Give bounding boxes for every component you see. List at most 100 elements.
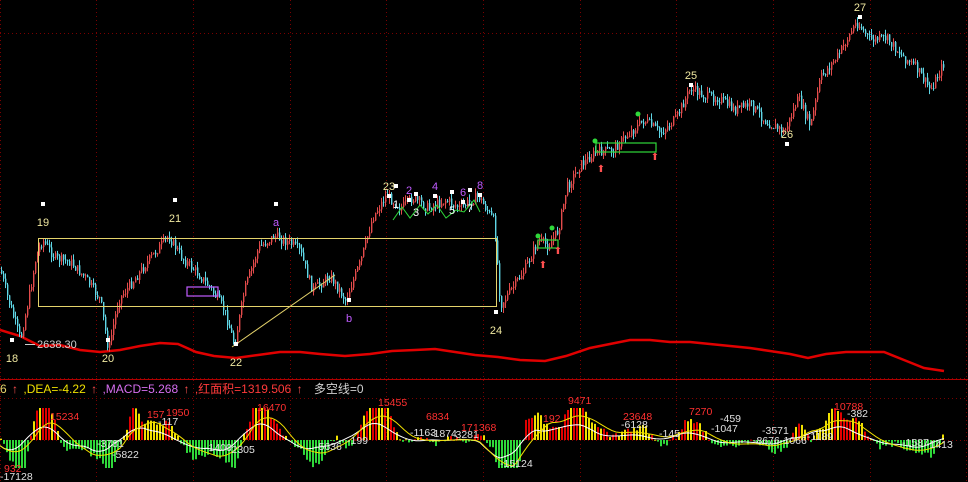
candle-body [169,237,171,242]
candle-body [247,277,249,283]
candle-body [197,267,199,276]
macd-bar [126,429,128,440]
candle-body [127,287,129,294]
candle-body [631,130,633,136]
candle-body [281,240,283,244]
candle-body [477,193,479,197]
macd-bar [609,437,611,440]
candle-body [395,204,397,208]
macd-value-label: -3281 [452,429,479,441]
candle-body [141,267,143,272]
macd-bar [330,440,332,441]
macd-bar [900,440,902,448]
candle-body [669,126,671,128]
candle-body [409,196,411,198]
macd-bar [531,417,533,440]
macd-bar [708,439,710,441]
macd-bar [33,421,35,440]
candle-body [723,97,725,99]
candle-body [295,241,297,244]
candle-body [39,246,41,253]
candle-body [465,205,467,207]
macd-bar [3,440,5,444]
candle-body [111,334,113,342]
candle-body [67,260,69,262]
candle-body [889,34,891,43]
candle-body [369,232,371,237]
candle-body [371,221,373,233]
candle-body [653,123,655,126]
macd-bar [285,435,287,440]
annotations: ⬆ ⬆ ⬆ ⬆ [25,111,659,348]
candle-body [133,282,135,289]
candle-body [229,325,231,329]
macd-bar [789,440,791,443]
macd-bar [537,412,539,440]
candle-body [745,103,747,107]
candle-body [531,258,533,262]
candle-body [659,127,661,133]
macd-bar [819,428,821,440]
candle-body [541,238,543,240]
macd-bar [657,440,659,442]
candle-body [333,274,335,284]
macd-bar [627,428,629,440]
macd-bar [324,440,326,455]
macd-bar [822,428,824,440]
candle-body [523,272,525,276]
candle-body [885,35,887,41]
candle-body [81,273,83,275]
candle-body [563,203,565,210]
macd-bar [210,440,212,452]
macd-bar [558,427,560,440]
macd-bar [765,440,767,446]
candle-body [153,252,155,255]
candle-body [751,100,753,102]
candle-body [911,61,913,63]
candle-body [939,75,941,78]
candle-body [551,241,553,248]
candle-body [875,37,877,42]
macd-bar [402,440,404,442]
macd-value-label: -459 [720,413,741,425]
pivot-marker [433,194,437,198]
macd-bar [732,440,734,446]
macd-bar [564,414,566,440]
candle-body [497,240,499,264]
candle-body [71,259,73,266]
candle-body [173,239,175,246]
macd-bar [117,440,119,450]
candle-body [443,203,445,205]
macd-value-label: 15234 [50,411,79,423]
macd-bar [294,440,296,447]
candle-body [209,285,211,287]
candle-body [487,210,489,212]
macd-bar [399,439,401,441]
macd-value-label: -1163 [410,427,436,439]
candle-body [151,254,153,256]
candle-body [23,329,25,337]
signal-dot [535,233,541,239]
candle-body [771,128,773,130]
macd-bar [138,413,140,440]
candle-body [507,293,509,300]
macd-bar [684,420,686,440]
macd-bar [543,424,545,440]
candle-body [699,90,701,95]
macd-bar [219,440,221,459]
macd-bar [774,440,776,454]
macd-bar [618,435,620,440]
macd-bar [276,423,278,440]
candle-body [941,64,943,76]
pivot-marker [41,202,45,206]
candle-body [103,302,105,317]
macd-bar [345,440,347,449]
macd-value-label: 1368 [473,422,497,434]
candle-body [99,297,101,299]
candle-body [749,100,751,107]
candle-body [769,125,771,129]
pivot-marker [407,198,411,202]
macd-bar [282,435,284,440]
